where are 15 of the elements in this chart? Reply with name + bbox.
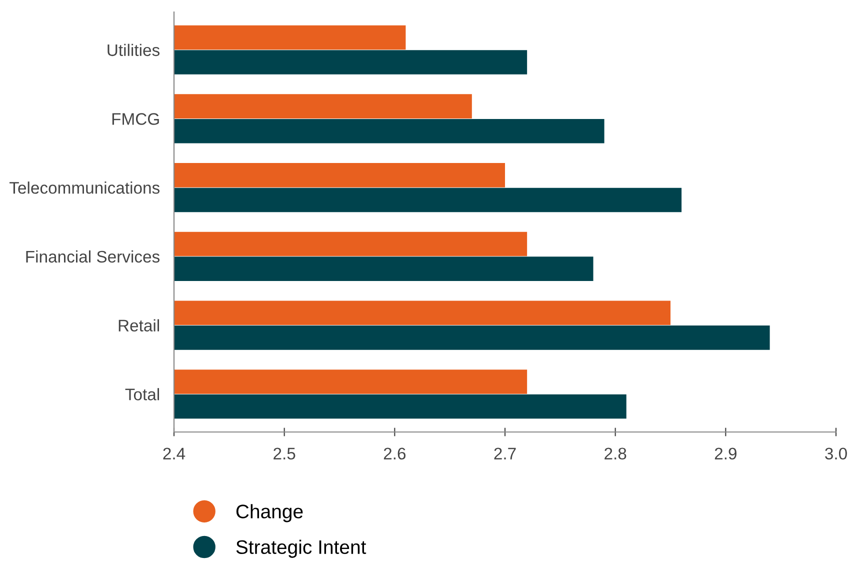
legend-label: Change bbox=[236, 504, 303, 522]
y-tick-label: FMCG bbox=[112, 113, 159, 125]
y-tick-label: Utilities bbox=[108, 44, 160, 56]
legend-label: Strategic Intent bbox=[236, 540, 366, 558]
y-tick-label: Financial Services bbox=[26, 250, 160, 263]
x-tick-label: 2.4 bbox=[163, 448, 186, 460]
x-tick-label: 2.6 bbox=[384, 448, 406, 460]
x-tick-label: 2.8 bbox=[604, 448, 626, 460]
x-tick-label: 2.5 bbox=[274, 448, 296, 460]
x-tick-label: 2.7 bbox=[494, 448, 516, 460]
x-tick-label: 3.0 bbox=[825, 448, 847, 460]
y-tick-label: Retail bbox=[118, 319, 159, 332]
y-tick-label: Telecommunications bbox=[10, 182, 160, 194]
y-tick-label: Total bbox=[125, 388, 159, 400]
x-tick-label: 2.9 bbox=[714, 448, 736, 460]
